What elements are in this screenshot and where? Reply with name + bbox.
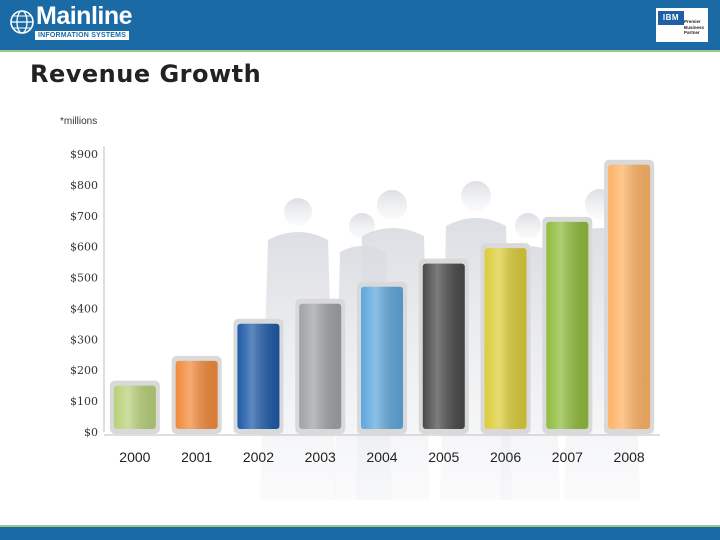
x-tick-label: 2000 xyxy=(119,449,150,465)
bars xyxy=(109,159,655,434)
partner-line-3: Partner xyxy=(684,30,700,35)
header-accent-line xyxy=(0,50,720,52)
footer-accent-line xyxy=(0,525,720,527)
x-tick-label: 2003 xyxy=(305,449,336,465)
bar-2008 xyxy=(604,159,655,434)
y-tick-label: $200 xyxy=(70,364,98,377)
y-tick-label: $0 xyxy=(84,426,98,439)
bar-shine xyxy=(237,323,280,429)
bar-shine xyxy=(546,221,589,429)
bar-2003 xyxy=(295,298,346,434)
x-tick-label: 2005 xyxy=(428,449,459,465)
bar-shine xyxy=(422,263,465,429)
brand-subtitle: INFORMATION SYSTEMS xyxy=(35,31,130,40)
footer-bar xyxy=(0,527,720,540)
brand-name: Mainline xyxy=(36,2,133,30)
bar-2004 xyxy=(357,281,407,434)
bar-2002 xyxy=(233,318,284,434)
x-axis: 2000 2001 2002 2003 2004 2005 2006 2007 2008 xyxy=(104,434,660,465)
y-tick-label: $800 xyxy=(70,179,98,192)
x-tick-label: 2002 xyxy=(243,449,274,465)
bar-shine xyxy=(113,385,156,429)
bar-2001 xyxy=(171,355,222,434)
ibm-logo: IBM xyxy=(658,11,684,25)
partner-text: Premier Business Partner xyxy=(684,19,708,36)
y-tick-label: $100 xyxy=(70,395,98,408)
bar-shine xyxy=(299,303,342,429)
x-tick-label: 2007 xyxy=(552,449,583,465)
y-tick-label: $300 xyxy=(70,333,98,346)
bar-2006 xyxy=(480,243,531,434)
y-tick-label: $900 xyxy=(70,148,98,161)
bar-2000 xyxy=(109,380,160,434)
y-tick-label: $700 xyxy=(70,210,98,223)
bar-shine xyxy=(484,248,527,429)
header-bar xyxy=(0,0,720,50)
y-tick-label: $500 xyxy=(70,272,98,285)
bar-shine xyxy=(175,360,218,429)
globe-icon xyxy=(10,10,34,34)
slide-title: Revenue Growth xyxy=(30,60,262,88)
mainline-logo: Mainline INFORMATION SYSTEMS xyxy=(10,2,144,45)
partner-line-2: Business xyxy=(684,24,705,30)
partner-line-1: Premier xyxy=(684,19,701,24)
x-tick-label: 2006 xyxy=(490,449,521,465)
ibm-partner-badge: IBM Premier Business Partner xyxy=(656,8,708,42)
x-tick-label: 2001 xyxy=(181,449,212,465)
bar-shine xyxy=(608,164,651,429)
y-axis: $900 $800 $700 $600 $500 $400 $300 $200 $100 $0 xyxy=(70,146,105,439)
bar-2005 xyxy=(418,258,469,434)
x-tick-label: 2004 xyxy=(366,449,397,465)
x-tick-label: 2008 xyxy=(614,449,645,465)
bar-2007 xyxy=(542,216,593,434)
bar-shine xyxy=(361,286,403,429)
y-tick-label: $400 xyxy=(70,302,98,315)
unit-note: *millions xyxy=(60,116,97,127)
y-tick-label: $600 xyxy=(70,241,98,254)
